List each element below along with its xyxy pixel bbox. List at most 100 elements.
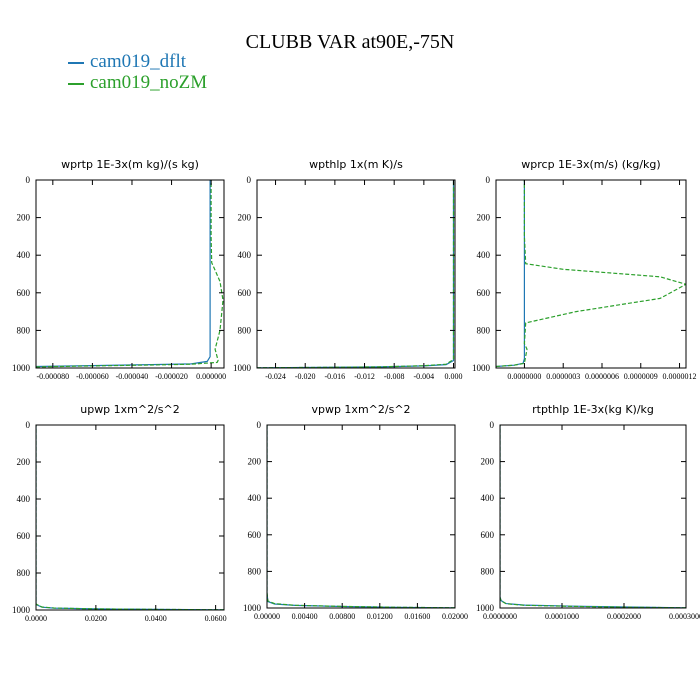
y-tick-label: 1000: [233, 363, 252, 373]
y-tick-label: 600: [17, 288, 31, 298]
chart-panel-0: wprtp 1E-3x(m kg)/(s kg) 0 200 400 600 800 100…: [12, 158, 226, 381]
series-line-cam019_noZM: [496, 180, 686, 368]
series-line-cam019_noZM: [267, 425, 455, 608]
plot-frame: [495, 179, 687, 369]
series-line-cam019_dflt: [257, 180, 455, 368]
x-tick-label: 0.01200: [367, 612, 393, 621]
chart-title: wprtp 1E-3x(m kg)/(s kg): [61, 158, 199, 171]
chart-title: upwp 1xm^2/s^2: [80, 403, 180, 416]
x-tick-label: -0.000040: [116, 372, 149, 381]
series-line-cam019_noZM: [36, 425, 224, 610]
series-line-cam019_dflt: [496, 180, 526, 368]
x-tick-label: -0.000080: [36, 372, 69, 381]
x-tick-label: 0.00000: [254, 612, 280, 621]
x-tick-label: 0.0400: [145, 614, 167, 623]
x-tick-label: -0.004: [414, 372, 435, 381]
x-tick-label: 0.0000003: [546, 372, 580, 381]
y-tick-label: 1000: [12, 363, 31, 373]
y-tick-label: 200: [248, 457, 262, 467]
y-tick-label: 800: [17, 325, 31, 335]
x-tick-label: -0.024: [265, 372, 286, 381]
y-tick-label: 200: [17, 213, 31, 223]
y-tick-label: 400: [477, 250, 491, 260]
y-tick-label: 400: [481, 493, 495, 503]
series-line-cam019_noZM: [500, 425, 686, 608]
y-tick-label: 0: [486, 175, 491, 185]
plot-frame: [499, 424, 687, 609]
x-tick-label: 0.0003000: [669, 612, 700, 621]
x-tick-label: 0.0002000: [607, 612, 641, 621]
chart-panel-2: wprcp 1E-3x(m/s) (kg/kg) 0 200 400 600 800 100…: [472, 158, 697, 381]
x-tick-label: 0.000000: [196, 372, 226, 381]
y-tick-label: 400: [238, 250, 252, 260]
y-tick-label: 200: [477, 213, 491, 223]
chart-title: wprcp 1E-3x(m/s) (kg/kg): [521, 158, 660, 171]
legend-swatch-nozm: [68, 82, 84, 85]
chart-title: rtpthlp 1E-3x(kg K)/kg: [532, 403, 654, 416]
y-tick-label: 400: [248, 493, 262, 503]
x-tick-label: 0.0000: [25, 614, 47, 623]
y-tick-label: 800: [238, 325, 252, 335]
x-tick-label: -0.016: [325, 372, 346, 381]
x-tick-label: -0.008: [384, 372, 405, 381]
legend-label-dflt: cam019_dflt: [90, 51, 187, 72]
x-tick-label: -0.012: [354, 372, 375, 381]
y-tick-label: 400: [17, 494, 31, 504]
y-tick-label: 600: [17, 531, 31, 541]
x-tick-label: 0.01600: [404, 612, 430, 621]
x-tick-label: 0.0000000: [483, 612, 517, 621]
x-tick-label: 0.02000: [442, 612, 468, 621]
y-tick-label: 0: [257, 420, 262, 430]
x-tick-label: -0.000060: [76, 372, 109, 381]
x-tick-label: -0.000020: [155, 372, 188, 381]
y-tick-label: 1000: [243, 603, 262, 613]
y-tick-label: 200: [238, 213, 252, 223]
legend-swatch-dflt: [68, 61, 84, 64]
y-tick-label: 1000: [472, 363, 491, 373]
series-line-cam019_dflt: [36, 425, 224, 610]
chart-title: wpthlp 1x(m K)/s: [309, 158, 403, 171]
x-tick-label: 0.0000006: [585, 372, 619, 381]
series-line-cam019_dflt: [36, 180, 211, 368]
y-tick-label: 600: [248, 530, 262, 540]
y-tick-label: 800: [17, 568, 31, 578]
series-line-cam019_noZM: [257, 180, 455, 368]
y-tick-label: 800: [481, 566, 495, 576]
legend-item-nozm: cam019_noZM: [68, 72, 207, 94]
y-tick-label: 0: [490, 420, 495, 430]
series-line-cam019_noZM: [36, 180, 224, 368]
y-tick-label: 0: [26, 175, 31, 185]
x-tick-label: 0.0001000: [545, 612, 579, 621]
y-tick-label: 600: [481, 530, 495, 540]
y-tick-label: 0: [247, 175, 252, 185]
chart-title: vpwp 1xm^2/s^2: [311, 403, 410, 416]
x-tick-label: 0.000: [445, 372, 463, 381]
x-tick-label: 0.0000009: [624, 372, 658, 381]
series-line-cam019_dflt: [267, 425, 455, 608]
x-tick-label: 0.0200: [85, 614, 107, 623]
x-tick-label: 0.00800: [329, 612, 355, 621]
y-tick-label: 600: [238, 288, 252, 298]
chart-panel-5: rtpthlp 1E-3x(kg K)/kg020040060080010000…: [476, 403, 700, 621]
x-tick-label: -0.020: [295, 372, 316, 381]
plot-frame: [256, 179, 456, 369]
x-tick-label: 0.00400: [292, 612, 318, 621]
x-tick-label: 0.0000000: [507, 372, 541, 381]
plot-frame: [266, 424, 456, 609]
x-tick-label: 0.0600: [205, 614, 227, 623]
y-tick-label: 800: [248, 566, 262, 576]
y-tick-label: 800: [477, 325, 491, 335]
y-tick-label: 200: [481, 457, 495, 467]
y-tick-label: 0: [26, 420, 31, 430]
x-tick-label: 0.0000012: [663, 372, 697, 381]
y-tick-label: 1000: [12, 605, 31, 615]
plot-frame: [35, 179, 225, 369]
plot-frame: [35, 424, 225, 611]
y-tick-label: 400: [17, 250, 31, 260]
y-tick-label: 600: [477, 288, 491, 298]
figure-title: CLUBB VAR at90E,-75N: [245, 31, 455, 53]
y-tick-label: 200: [17, 457, 31, 467]
